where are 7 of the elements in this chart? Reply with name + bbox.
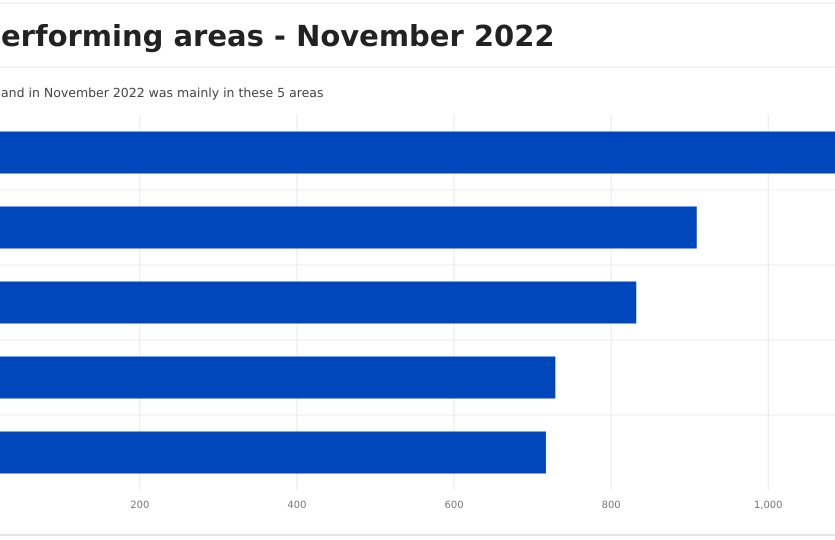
chart-title: erforming areas - November 2022 [1,19,555,53]
x-tick-label: 200 [130,500,150,511]
x-tick-label: 800 [602,500,621,511]
x-tick-label: 600 [444,500,464,511]
x-tick-label: 1,000 [754,500,783,511]
x-tick-label: 400 [287,500,306,511]
chart-subtitle: and in November 2022 was mainly in these 5 areas [1,85,324,100]
